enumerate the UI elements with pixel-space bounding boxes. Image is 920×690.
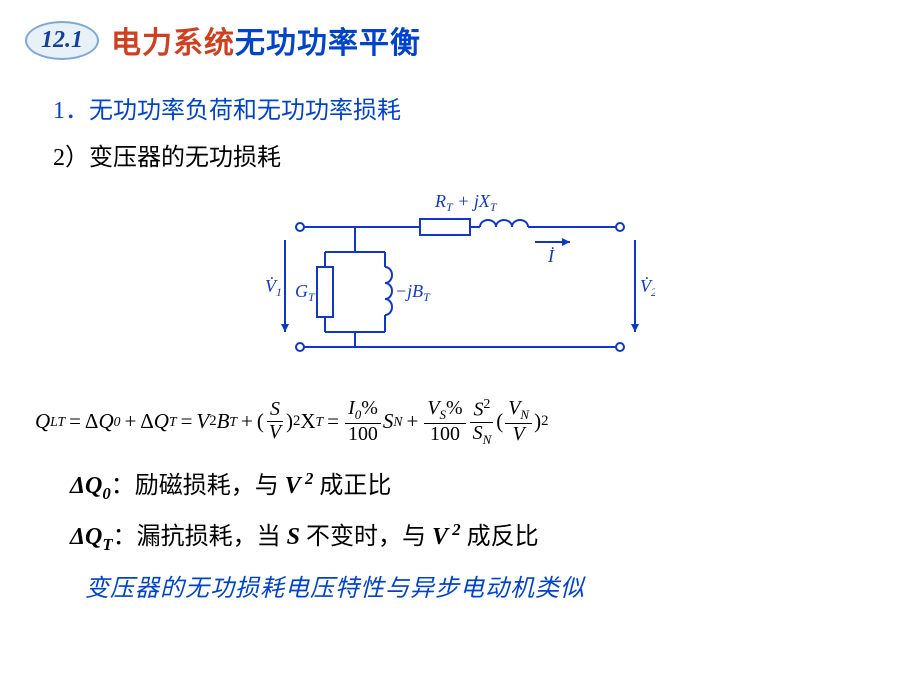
slide-header: 12.1 电力系统无功功率平衡 [25, 18, 895, 62]
heading-1: 1．无功功率负荷和无功功率损耗 [53, 90, 895, 125]
label-gt: GT [295, 281, 316, 304]
title-part-red: 电力系统 [111, 27, 235, 60]
label-v2: V̇2 [640, 275, 655, 299]
section-badge: 12.1 [25, 21, 99, 60]
label-jbt: −jBT [395, 281, 431, 304]
desc-dq0: ΔQ0：励磁损耗，与 V 2 成正比 [70, 465, 895, 504]
label-i: İ [547, 246, 555, 266]
label-v1: V̇1 [265, 275, 282, 299]
heading-2: 2）变压器的无功损耗 [53, 137, 895, 172]
circuit-diagram: V̇1 V̇2 GT −jBT RT + jXT İ [265, 182, 655, 372]
label-rjx: RT + jXT [434, 191, 498, 214]
title-part-blue: 无功功率平衡 [235, 27, 421, 60]
slide-title: 电力系统无功功率平衡 [111, 18, 421, 62]
conclusion: 变压器的无功损耗电压特性与异步电动机类似 [85, 568, 895, 603]
desc-dqt: ΔQT：漏抗损耗，当 S 不变时，与 V 2 成反比 [70, 516, 895, 555]
equation-qlt: QLT = ΔQ0 + ΔQT = V2BT + ( SV )2 XT = I0… [35, 397, 895, 447]
